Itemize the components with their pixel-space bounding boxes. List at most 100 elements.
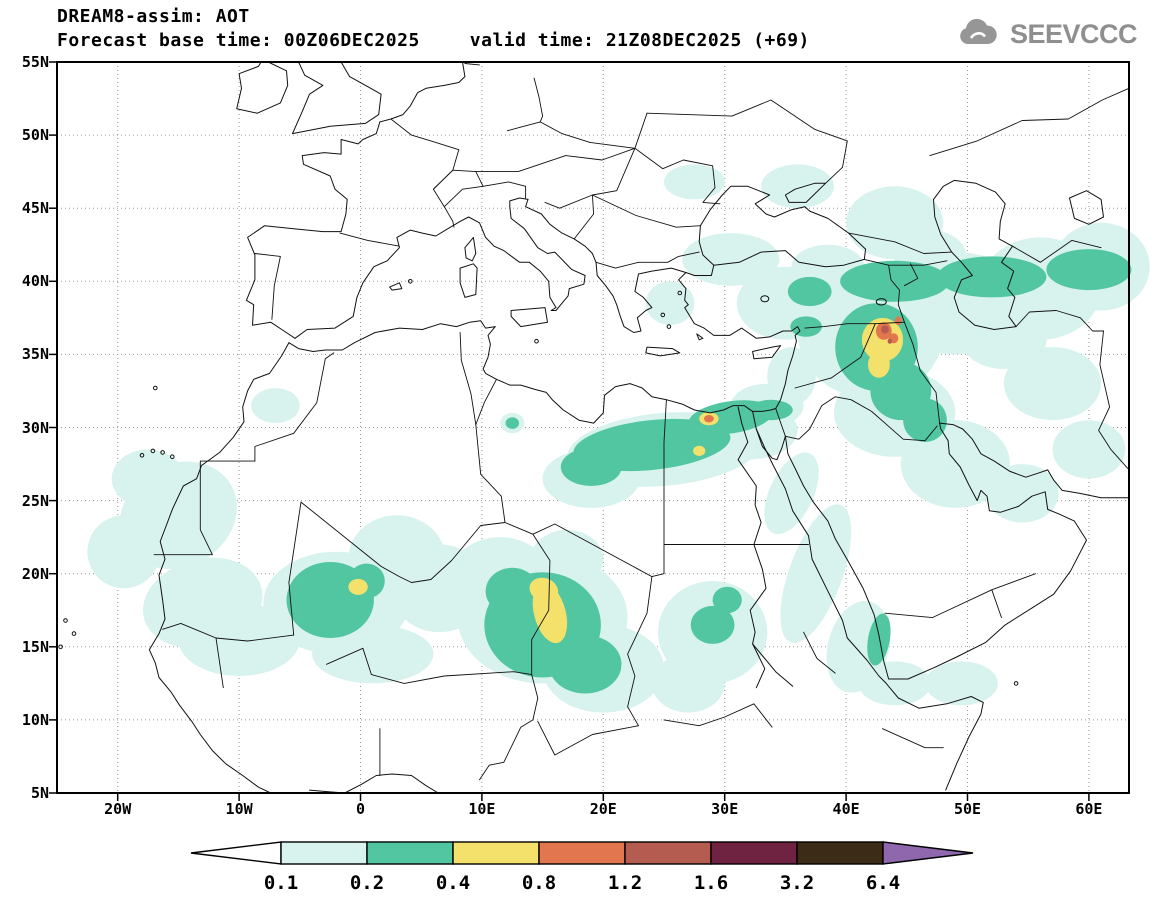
aot-contour-0.2 (505, 417, 519, 429)
island-dot (150, 448, 156, 454)
aot-contour-0.1 (985, 464, 1059, 523)
legend-label: 0.4 (436, 872, 470, 894)
legend-cell (538, 841, 626, 865)
coastline (939, 422, 1130, 499)
country-border (784, 396, 836, 440)
legend-cell (280, 841, 368, 865)
island-dot (160, 450, 165, 455)
coastline (784, 182, 826, 203)
lon-tick-label: 0 (355, 800, 366, 818)
lat-tick-label: 35N (21, 345, 49, 364)
aot-contour-0.1 (1003, 347, 1102, 421)
island-dot (170, 454, 175, 460)
aot-contour-0.1 (1052, 420, 1126, 479)
coastline (696, 333, 704, 341)
aot-contour-0.4 (348, 578, 368, 595)
legend-right-arrow (882, 841, 974, 865)
country-border (162, 622, 217, 639)
country-border (804, 321, 905, 329)
aot-contour-0.1 (111, 449, 185, 508)
coastline (645, 346, 681, 357)
aot-contour-0.2 (790, 316, 822, 337)
coastline (292, 61, 382, 135)
country-border (153, 460, 256, 556)
lat-tick-label: 25N (21, 491, 49, 510)
country-border (565, 147, 636, 161)
lon-tick-label: 20W (104, 800, 132, 818)
aot-contour-1.2 (887, 338, 892, 344)
aot-contour-0.1 (312, 624, 434, 684)
lat-tick-label: 55N (21, 53, 49, 71)
legend-cell (710, 841, 798, 865)
country-border (464, 63, 480, 66)
country-border (627, 576, 653, 727)
country-border (254, 253, 281, 320)
legend-cell (366, 841, 454, 865)
aot-contour-1.2 (881, 325, 889, 334)
lat-tick-label: 20N (21, 564, 49, 583)
country-border (475, 155, 567, 173)
aot-contour-0.2 (548, 635, 622, 694)
country-border (443, 181, 527, 208)
aot-contour-0.1 (664, 164, 725, 200)
lat-tick-label: 40N (21, 272, 49, 291)
country-border (573, 194, 595, 240)
country-border (929, 87, 1130, 157)
country-border (903, 321, 941, 424)
country-border (288, 501, 302, 636)
coastline (755, 428, 984, 791)
aot-contour-0.8 (704, 415, 714, 423)
aot-contour-0.2 (840, 260, 950, 302)
country-border (300, 501, 412, 583)
coastline (752, 643, 794, 687)
coastline (1069, 190, 1104, 225)
country-border (533, 77, 544, 123)
country-border (991, 589, 1002, 619)
coastline (678, 272, 801, 409)
aot-contour-0.1 (780, 504, 852, 643)
legend-label: 1.6 (694, 872, 728, 894)
cloud-icon (960, 18, 997, 44)
legend-label: 1.2 (608, 872, 642, 894)
coastline (294, 216, 470, 339)
country-border (825, 140, 848, 184)
country-border (589, 141, 684, 170)
country-border (884, 573, 1036, 619)
legend-cell (624, 841, 712, 865)
lon-tick-label: 20E (589, 800, 617, 818)
country-border (339, 232, 400, 247)
lat-tick-label: 50N (21, 126, 49, 145)
aot-contour-0.1 (651, 654, 725, 713)
country-border (803, 631, 836, 674)
aot-contour-0.1 (645, 281, 695, 326)
aot-contour-0.2 (903, 398, 947, 443)
aot-contour-0.4 (861, 317, 904, 362)
coastline (698, 185, 867, 268)
aot-contour-0.4 (868, 351, 890, 378)
country-border (682, 159, 721, 205)
country-border (362, 647, 533, 684)
island-dot (666, 324, 672, 329)
lon-tick-label: 40E (832, 800, 860, 818)
country-border (1015, 310, 1104, 332)
coastline (288, 320, 777, 424)
lat-tick-label: 15N (21, 637, 49, 656)
country-border (646, 99, 848, 142)
country-border (475, 378, 497, 426)
aot-contour-0.1 (761, 164, 834, 209)
coastline (148, 342, 290, 794)
country-border (863, 258, 948, 266)
lat-tick-label: 5N (30, 784, 49, 802)
island-dot (1013, 681, 1019, 686)
aot-contour-0.1 (858, 661, 932, 706)
country-border (638, 251, 700, 263)
lon-tick-label: 10E (468, 800, 496, 818)
coastline (752, 345, 782, 360)
aot-contour-0.1 (87, 515, 161, 589)
legend-label: 6.4 (866, 872, 900, 894)
country-border (215, 637, 224, 689)
legend-label: 0.8 (522, 872, 556, 894)
country-border (432, 169, 484, 190)
country-border (794, 377, 833, 389)
